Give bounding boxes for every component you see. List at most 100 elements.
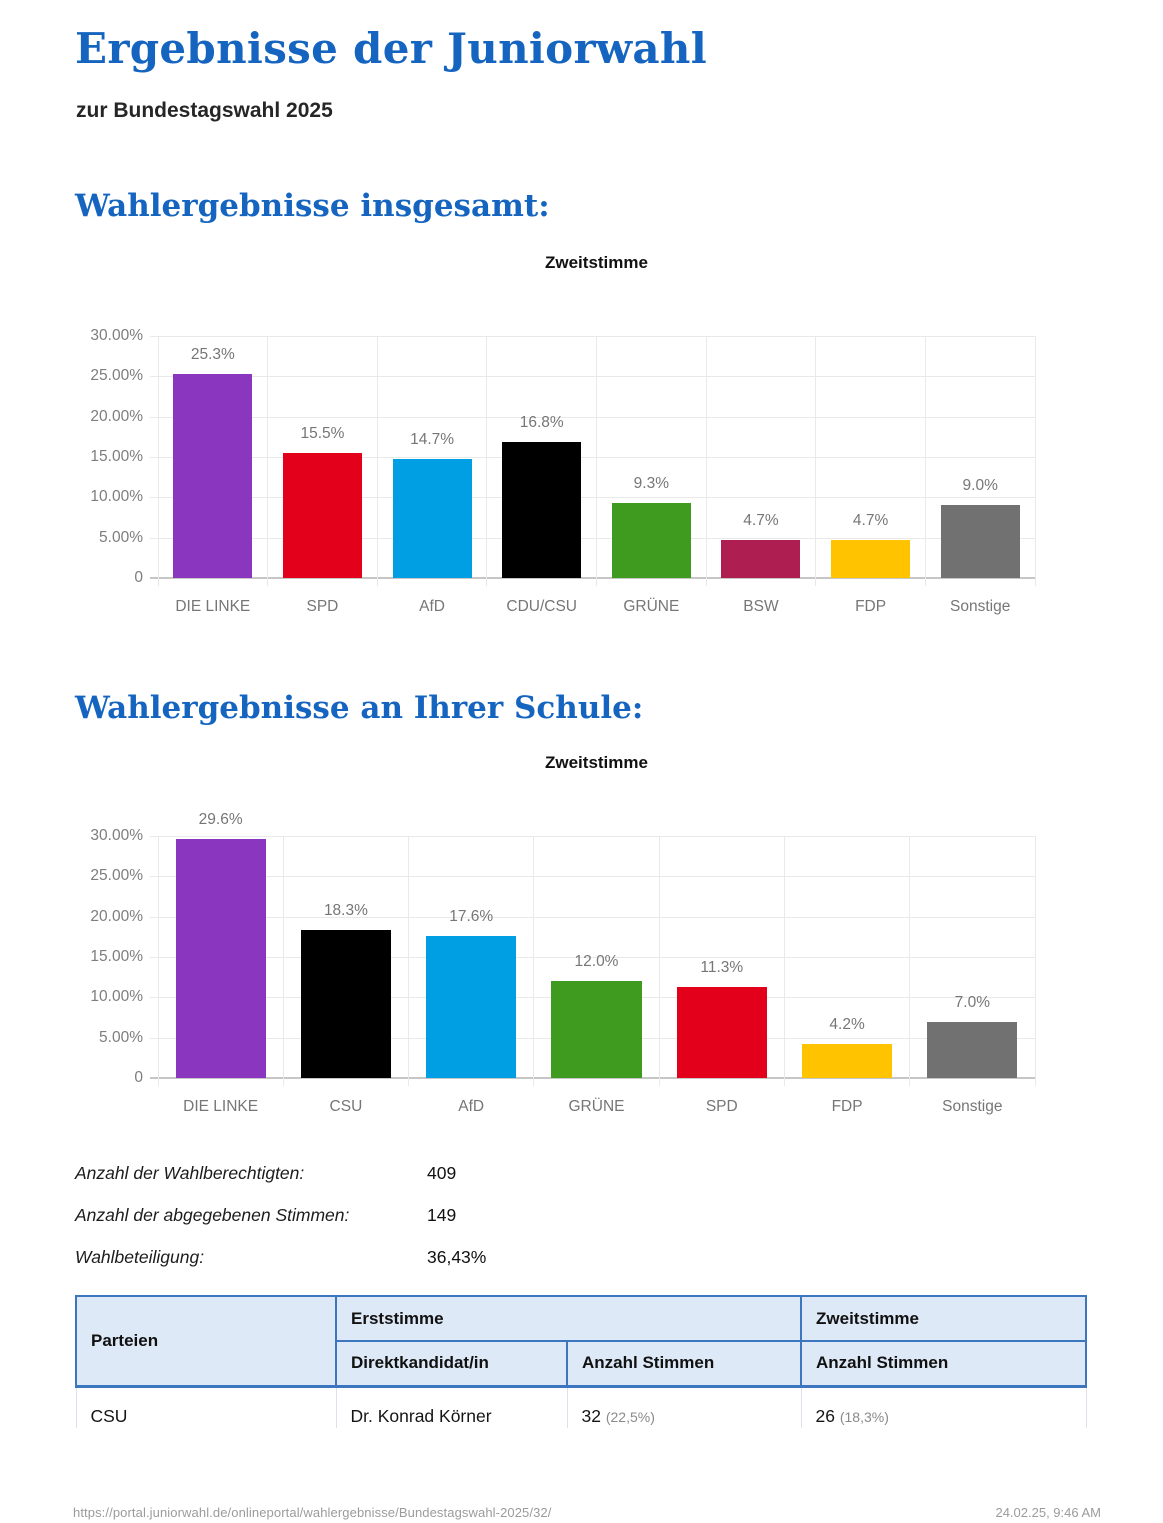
bar-grüne [611,502,691,578]
y-axis-tick-label: 15.00% [90,448,143,465]
v-gridline [408,836,410,1086]
v-gridline [282,836,284,1086]
category-label-spd: SPD [705,1098,738,1115]
bar-die-linke [173,373,253,578]
stats-row-abgegebene-stimmen: Anzahl der abgegebenen Stimmen: 149 [75,1194,675,1236]
v-gridline [658,836,660,1086]
v-gridline [376,336,378,586]
y-axis-tick-label: 0 [134,1069,143,1086]
page-subtitle: zur Bundestagswahl 2025 [76,99,333,122]
h-gridline [150,497,1035,499]
stats-row-wahlberechtigte: Anzahl der Wahlberechtigten: 409 [75,1152,675,1194]
h-gridline [150,916,1035,918]
category-label-cdu-csu: CDU/CSU [506,598,577,615]
h-gridline [150,457,1035,458]
bar-sonstige [927,1021,1018,1078]
h-gridline [150,336,1035,337]
bar-bsw [721,540,801,578]
h-gridline [150,1077,1035,1079]
y-axis-tick-label: 5.00% [99,1028,143,1046]
plot-area: 0 5.00% 10.00% 15.00% 20.00% 25.00% 30.00% 29.6… [90,811,1036,1086]
stats-label: Anzahl der Wahlberechtigten: [75,1162,305,1183]
category-label-afd: AfD [419,598,445,615]
bar-value-label: 18.3% [323,902,368,920]
bar-cdu-csu [502,442,582,578]
zweitstimme-pct: (18,3%) [839,1409,889,1426]
category-label-fdp: FDP [831,1098,863,1115]
y-axis-tick-label: 10.00% [90,988,143,1006]
stats-label: Wahlbeteiligung: [75,1246,205,1267]
stats-row-wahlbeteiligung: Wahlbeteiligung: 36,43% [75,1236,675,1278]
v-gridline [909,836,911,1086]
v-gridline [924,336,926,586]
cell-erststimme: 32 (22,5%) [566,1386,802,1428]
table-row-csu: CSU Dr. Konrad Körner 32 (22,5%) 26 (18,… [75,1386,1087,1428]
chart-school-zweitstimme: Zweitstimme 0 5.00% 10.00% 15.00% 20.00% 25.00… [60,753,1120,1125]
plot-area: 0 5.00% 10.00% 15.00% 20.00% 25.00% 30.00% 25.3… [90,327,1036,586]
bar-fdp [831,540,911,578]
col-header-zweitstimme: Zweitstimme [800,1295,1087,1342]
y-axis-tick-label: 30.00% [90,327,143,344]
category-label-sonstige: Sonstige [942,1098,1003,1115]
h-gridline [150,416,1035,418]
y-axis-tick-label: 10.00% [90,488,143,506]
col-header-erststimme: Erststimme [334,1295,803,1342]
category-label-grüne: GRÜNE [623,598,680,615]
election-stats: Anzahl der Wahlberechtigten: 409 Anzahl … [75,1152,675,1278]
y-axis-tick-label: 0 [134,569,143,586]
v-gridline [705,336,707,586]
bar-value-label: 29.6% [198,811,243,829]
print-footer-url: https://portal.juniorwahl.de/onlineporta… [73,1505,552,1520]
category-label-grüne: GRÜNE [568,1098,625,1115]
y-axis-tick-label: 5.00% [99,528,143,546]
category-label-fdp: FDP [855,598,887,615]
erststimme-value: 32 [581,1406,601,1427]
stats-label: Anzahl der abgegebenen Stimmen: [75,1204,350,1225]
category-label-bsw: BSW [743,598,779,615]
bar-value-label: 12.0% [574,953,619,971]
h-gridline [150,876,1035,878]
results-table-clip: Parteien Erststimme Zweitstimme Direktka… [75,1295,1087,1428]
bar-value-label: 11.3% [700,958,744,976]
stats-value: 409 [427,1162,457,1183]
category-label-die-linke: DIE LINKE [175,598,251,615]
chart-overall-zweitstimme: Zweitstimme 0 5.00% 10.00% 15.00% 20.00% 25.00… [60,253,1120,625]
bar-value-label: 4.2% [829,1016,865,1034]
v-gridline [596,336,597,586]
bar-afd [392,459,472,578]
bar-grüne [551,981,642,1078]
bar-value-label: 7.0% [954,993,991,1011]
h-gridline [150,537,1035,539]
category-label-afd: AfD [458,1098,485,1115]
stats-value: 36,43% [427,1246,487,1267]
y-axis-tick-label: 25.00% [90,367,143,385]
cell-kandidat: Dr. Konrad Körner [335,1386,568,1428]
v-gridline [783,836,785,1086]
cell-party: CSU [75,1386,337,1428]
col-header-anzahl-stimmen-erst: Anzahl Stimmen [565,1340,803,1388]
h-gridline [150,376,1035,378]
results-table: Parteien Erststimme Zweitstimme Direktka… [75,1295,1087,1428]
h-gridline [150,836,1035,837]
bar-value-label: 4.7% [743,512,779,530]
v-gridline [157,336,159,586]
y-axis-tick-label: 25.00% [90,867,143,885]
category-label-sonstige: Sonstige [950,598,1011,615]
bar-sonstige [940,505,1020,578]
bar-csu [300,930,392,1078]
col-header-parteien: Parteien [75,1295,337,1388]
v-gridline [815,336,817,586]
v-gridline [157,836,159,1086]
y-axis-tick-label: 20.00% [90,907,143,925]
v-gridline [533,836,535,1086]
v-gridline [1034,836,1036,1086]
category-label-csu: CSU [329,1098,363,1115]
bar-value-label: 9.0% [962,477,998,495]
bar-value-label: 14.7% [410,431,455,449]
h-gridline [150,577,1035,579]
print-footer-datetime: 24.02.25, 9:46 AM [995,1505,1101,1520]
v-gridline [1034,336,1036,586]
page-title: Ergebnisse der Juniorwahl [75,24,707,73]
col-header-direktkandidat: Direktkandidat/in [335,1340,568,1388]
